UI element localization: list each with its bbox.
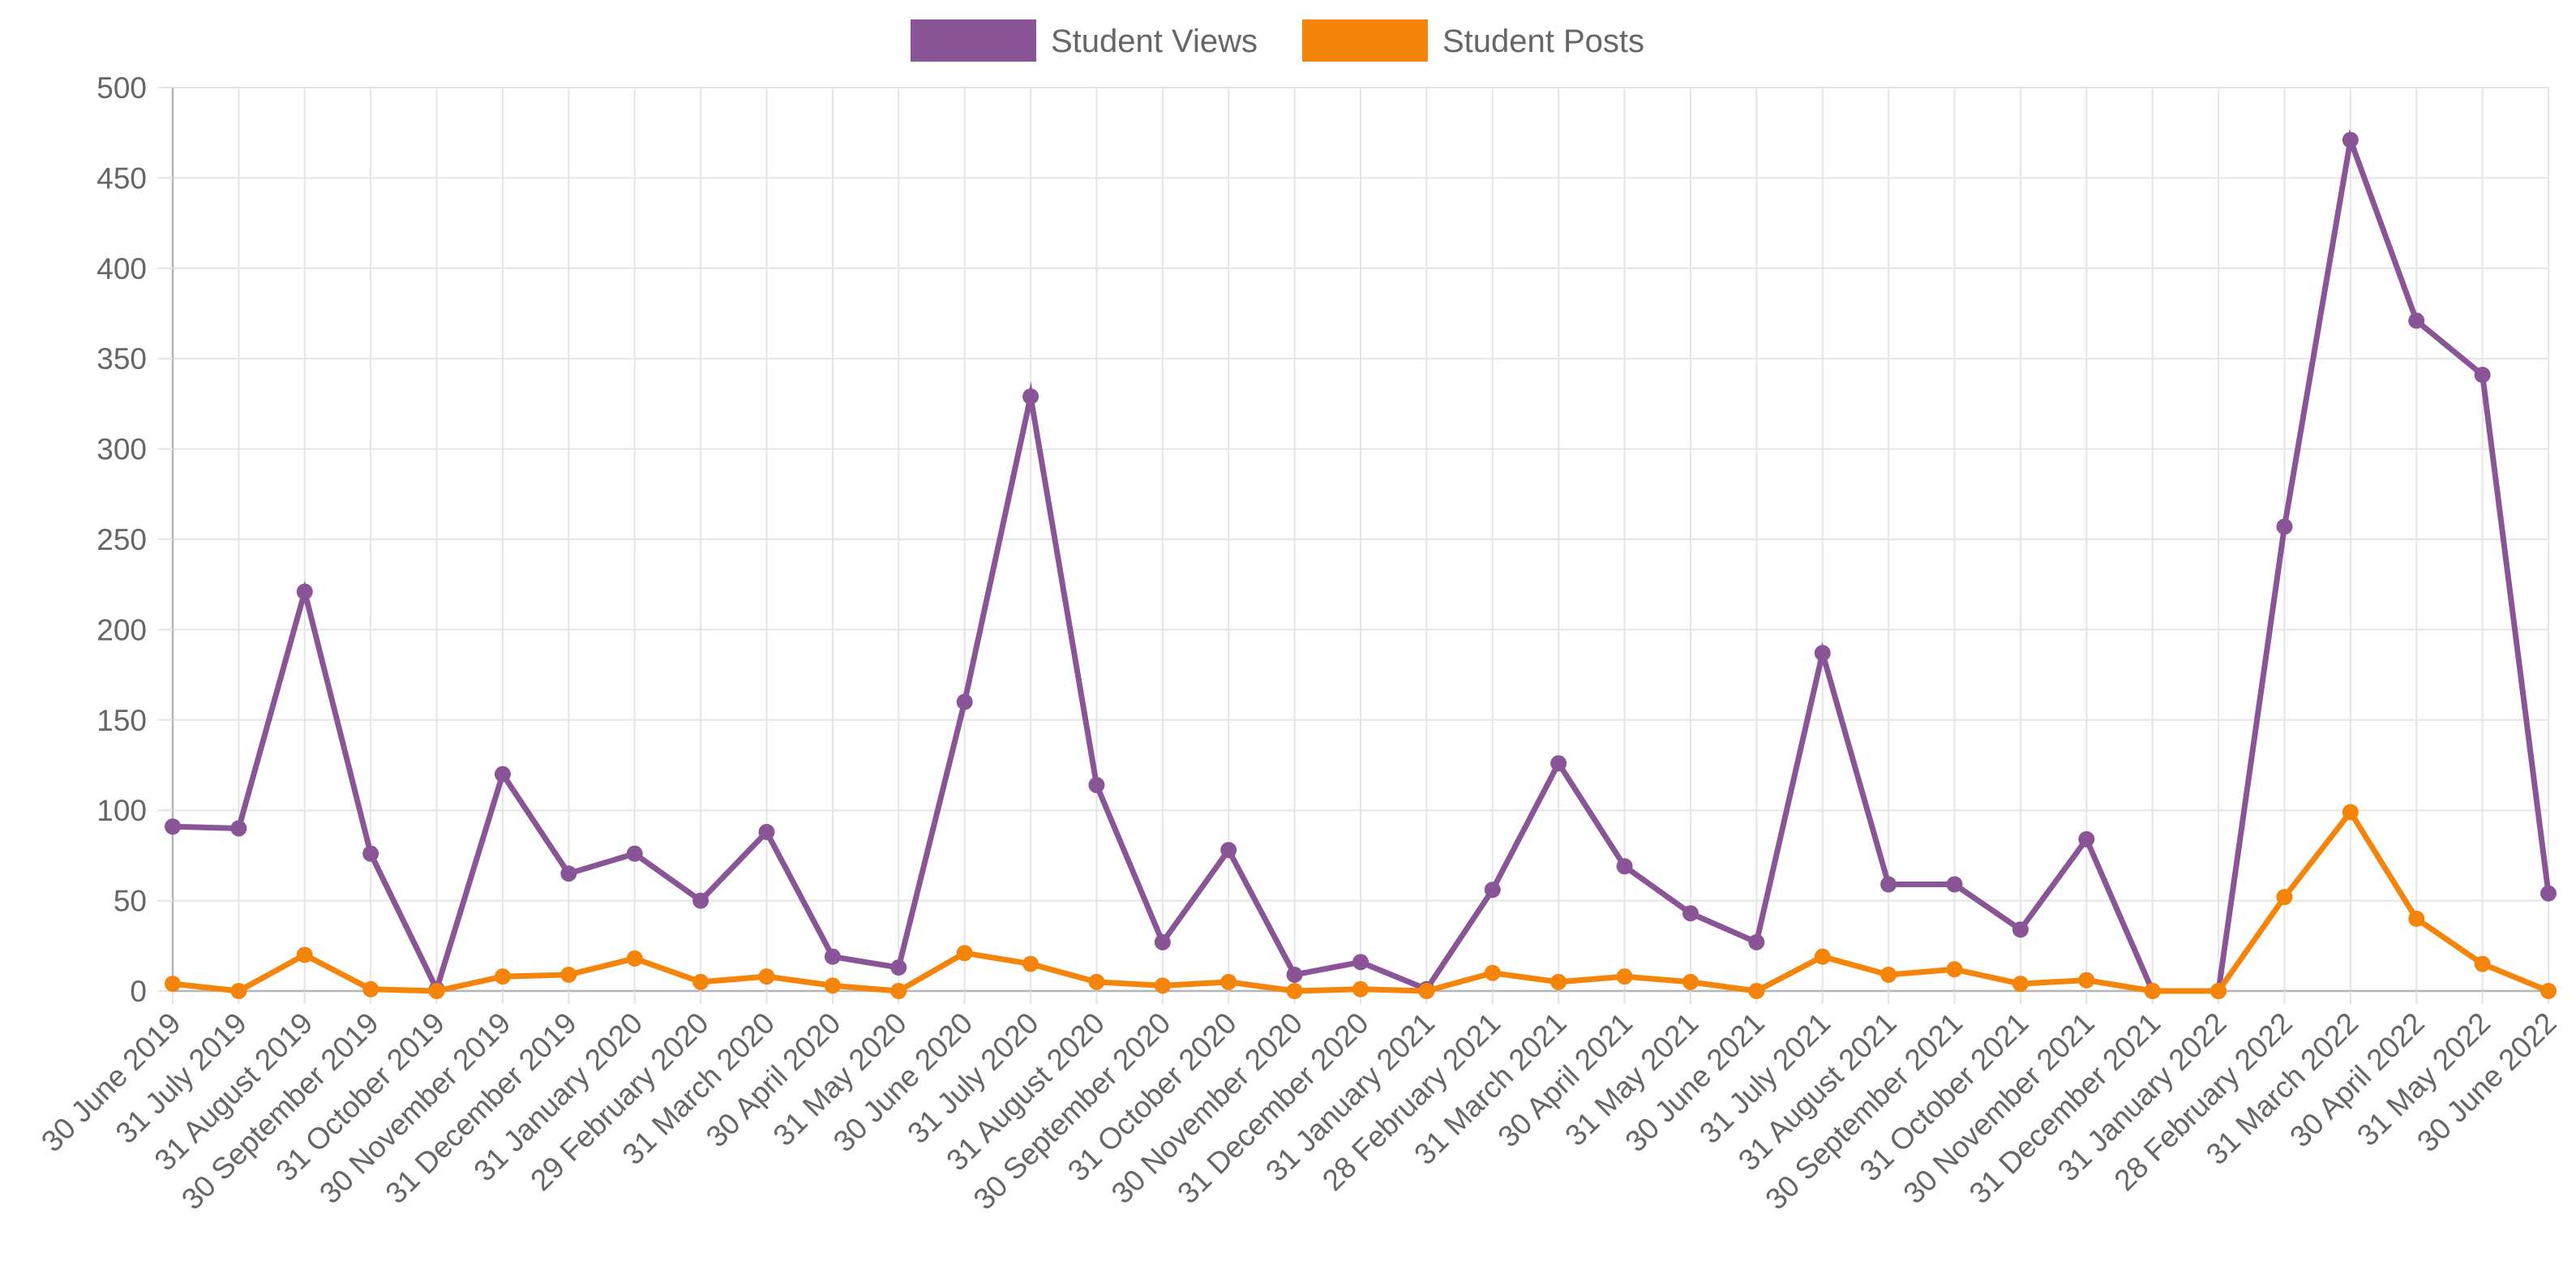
data-point[interactable]	[1616, 968, 1633, 985]
data-point[interactable]	[692, 973, 709, 990]
data-point[interactable]	[362, 980, 379, 997]
data-point[interactable]	[1550, 973, 1567, 990]
data-point[interactable]	[165, 818, 181, 835]
legend-label: Student Posts	[1442, 24, 1644, 59]
data-point[interactable]	[1220, 973, 1237, 990]
data-point[interactable]	[296, 946, 313, 963]
data-point[interactable]	[1154, 933, 1171, 950]
grid	[158, 87, 2549, 1004]
data-point[interactable]	[2474, 955, 2491, 972]
data-point[interactable]	[2210, 983, 2227, 999]
data-point[interactable]	[1484, 882, 1501, 899]
data-point[interactable]	[1880, 966, 1897, 983]
data-point[interactable]	[824, 977, 841, 994]
data-point[interactable]	[165, 976, 181, 993]
data-point[interactable]	[1220, 842, 1237, 859]
data-point[interactable]	[2408, 312, 2425, 329]
data-point[interactable]	[1946, 961, 1963, 978]
data-point[interactable]	[2342, 131, 2359, 148]
data-point[interactable]	[428, 983, 445, 999]
legend[interactable]: Student Views Student Posts	[911, 19, 1644, 62]
y-tick-label: 50	[114, 885, 147, 918]
data-point[interactable]	[1748, 983, 1765, 999]
data-point[interactable]	[1814, 948, 1831, 965]
data-point[interactable]	[956, 945, 973, 962]
data-point[interactable]	[824, 948, 841, 965]
data-point[interactable]	[2276, 889, 2293, 906]
y-tick-label: 0	[130, 975, 147, 1008]
data-point[interactable]	[1088, 973, 1105, 990]
data-point[interactable]	[560, 966, 577, 983]
data-point[interactable]	[1352, 980, 1369, 997]
data-point[interactable]	[2540, 983, 2557, 999]
data-point[interactable]	[1946, 876, 1963, 893]
series-1	[165, 804, 2557, 999]
legend-label: Student Views	[1051, 24, 1258, 59]
y-tick-label: 100	[96, 794, 147, 827]
data-point[interactable]	[2144, 983, 2161, 999]
data-point[interactable]	[494, 766, 511, 783]
y-tick-label: 500	[96, 71, 147, 105]
data-point[interactable]	[1088, 777, 1105, 794]
data-point[interactable]	[890, 983, 907, 999]
y-tick-label: 300	[96, 433, 147, 466]
data-point[interactable]	[1682, 973, 1699, 990]
legend-swatch	[911, 19, 1036, 62]
data-point[interactable]	[2474, 367, 2491, 384]
data-point[interactable]	[2408, 910, 2425, 927]
data-point[interactable]	[1880, 876, 1897, 893]
legend-item[interactable]: Student Posts	[1302, 19, 1644, 62]
y-tick-label: 450	[96, 161, 147, 195]
legend-swatch	[1302, 19, 1428, 62]
data-point[interactable]	[2276, 518, 2293, 535]
data-point[interactable]	[1352, 954, 1369, 971]
data-point[interactable]	[758, 823, 775, 840]
data-point[interactable]	[626, 950, 643, 967]
y-axis-ticks: 0 50 100 150 200 250 300 350 400 450 500	[96, 71, 173, 1008]
y-tick-label: 350	[96, 342, 147, 375]
data-point[interactable]	[1616, 858, 1633, 875]
data-point[interactable]	[1022, 388, 1039, 405]
data-point[interactable]	[362, 845, 379, 862]
data-point[interactable]	[1022, 955, 1039, 972]
data-point[interactable]	[1814, 645, 1831, 662]
y-tick-label: 200	[96, 613, 147, 646]
data-point[interactable]	[2540, 885, 2557, 902]
data-point[interactable]	[296, 583, 313, 600]
legend-item[interactable]: Student Views	[911, 19, 1258, 62]
data-point[interactable]	[956, 693, 973, 710]
data-point[interactable]	[1550, 755, 1567, 772]
data-point[interactable]	[2012, 921, 2029, 938]
data-point[interactable]	[626, 845, 643, 862]
data-point[interactable]	[692, 892, 709, 909]
data-point[interactable]	[1418, 983, 1435, 999]
y-tick-label: 250	[96, 523, 147, 556]
data-point[interactable]	[1484, 964, 1501, 981]
data-point[interactable]	[1286, 966, 1303, 983]
data-point[interactable]	[1682, 905, 1699, 922]
data-point[interactable]	[230, 820, 247, 837]
data-point[interactable]	[890, 959, 907, 976]
data-point[interactable]	[1748, 933, 1765, 950]
y-tick-label: 150	[96, 704, 147, 737]
data-point[interactable]	[1286, 983, 1303, 999]
data-point[interactable]	[494, 968, 511, 985]
data-point[interactable]	[1154, 977, 1171, 994]
series	[165, 129, 2557, 999]
data-point[interactable]	[560, 865, 577, 882]
data-point[interactable]	[2078, 972, 2095, 989]
data-point[interactable]	[2078, 830, 2095, 847]
data-point[interactable]	[2342, 804, 2359, 821]
data-point[interactable]	[230, 983, 247, 999]
data-point[interactable]	[2012, 976, 2029, 993]
data-point[interactable]	[758, 968, 775, 985]
y-tick-label: 400	[96, 252, 147, 285]
